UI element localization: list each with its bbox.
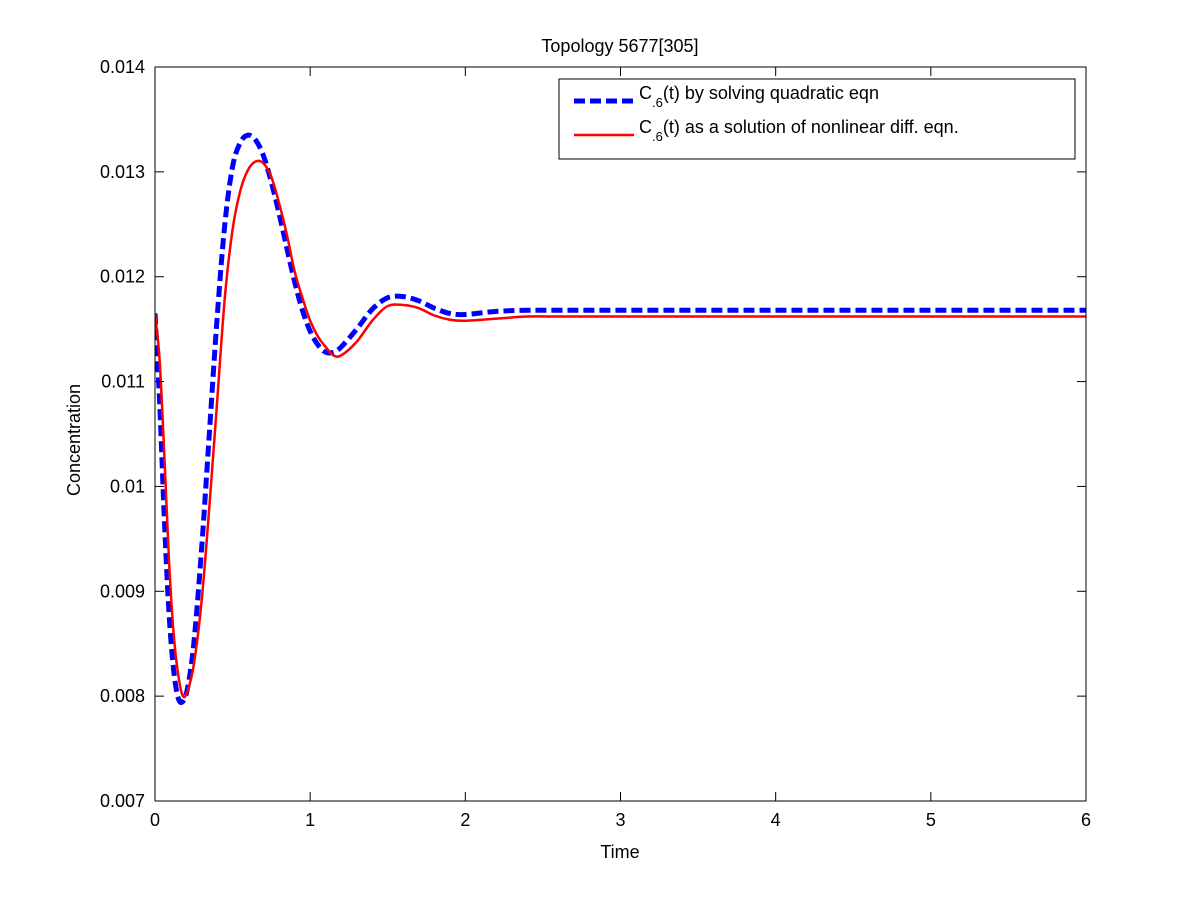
- x-tick-label: 1: [305, 810, 315, 830]
- x-tick-label: 4: [771, 810, 781, 830]
- legend-entry-quadratic: C.6(t) by solving quadratic eqn: [639, 83, 879, 110]
- legend: C.6(t) by solving quadratic eqn C.6(t) a…: [558, 78, 1076, 160]
- chart-title: Topology 5677[305]: [541, 36, 698, 56]
- x-tick-label: 2: [460, 810, 470, 830]
- y-tick-label: 0.01: [110, 476, 145, 496]
- y-tick-label: 0.009: [100, 581, 145, 601]
- y-axis-label: Concentration: [64, 384, 84, 496]
- plot-background: [155, 67, 1086, 801]
- series-line-nonlinear: [155, 159, 1086, 699]
- y-axis: 0.007 0.008 0.009 0.01 0.011 0.012 0.013 0.014: [100, 57, 1086, 811]
- y-tick-label: 0.013: [100, 162, 145, 182]
- x-tick-label: 0: [150, 810, 160, 830]
- x-tick-label: 3: [615, 810, 625, 830]
- legend-entry-nonlinear: C.6(t) as a solution of nonlinear diff. …: [639, 117, 959, 144]
- y-tick-label: 0.007: [100, 791, 145, 811]
- y-tick-label: 0.011: [101, 372, 145, 392]
- y-tick-label: 0.012: [100, 267, 145, 287]
- x-tick-label: 6: [1081, 810, 1091, 830]
- y-tick-label: 0.008: [100, 686, 145, 706]
- x-axis-label: Time: [600, 842, 639, 862]
- x-tick-label: 5: [926, 810, 936, 830]
- x-axis: 0 1 2 3 4 5 6: [150, 67, 1091, 830]
- series-layer: [155, 132, 1086, 705]
- y-tick-label: 0.014: [100, 57, 145, 77]
- legend-box: [558, 78, 1076, 160]
